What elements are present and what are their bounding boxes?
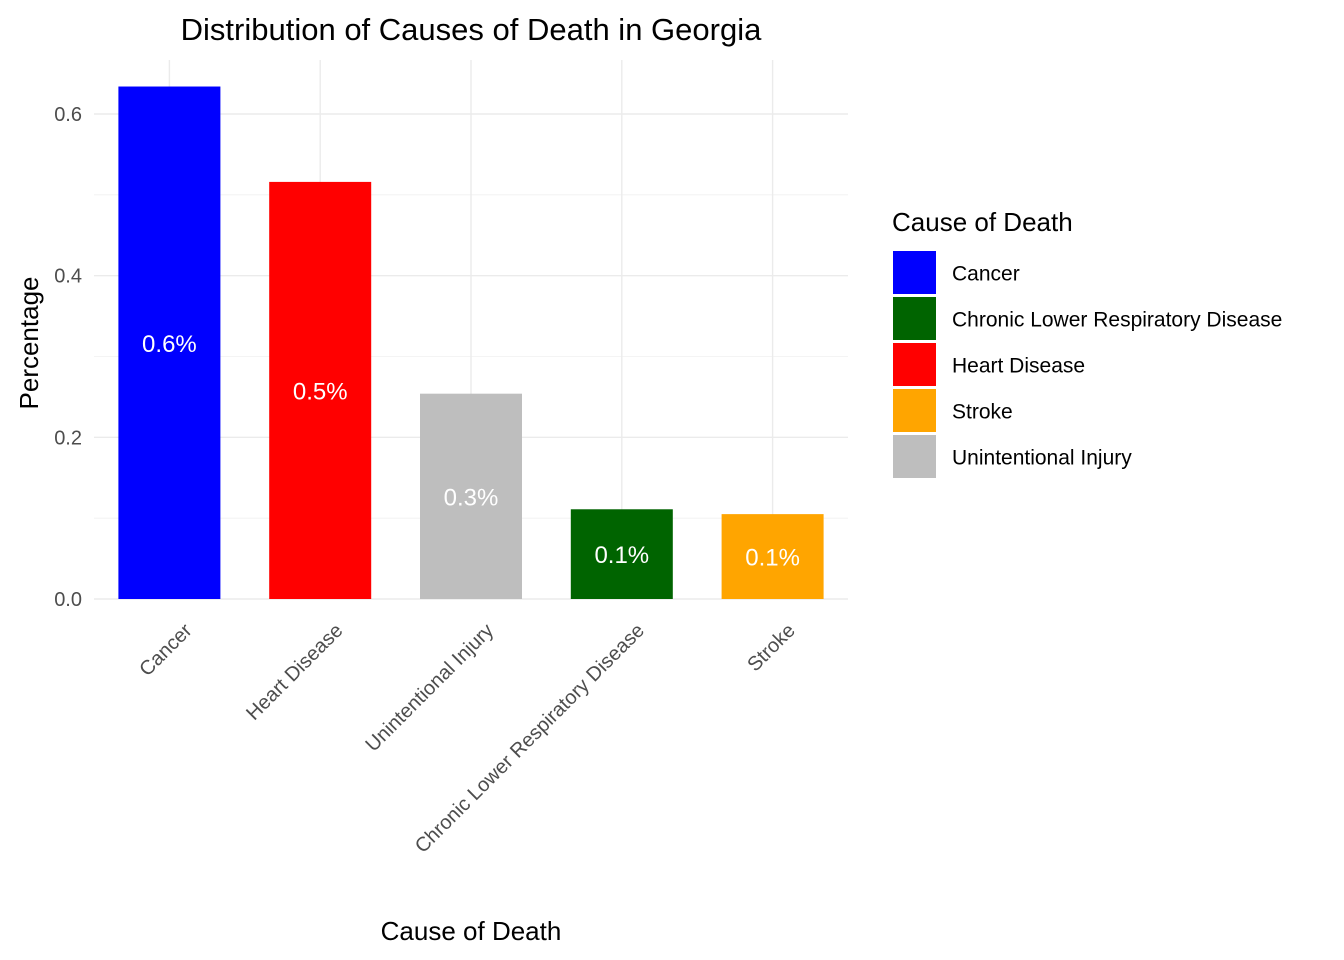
y-tick-label: 0.2 xyxy=(54,427,82,449)
legend-entry-label: Cancer xyxy=(952,263,1020,286)
legend-entry-label: Stroke xyxy=(952,401,1013,424)
legend-swatch xyxy=(893,389,936,432)
legend: Cause of Death Cancer Chronic Lower Respi… xyxy=(892,207,1282,478)
bar-stroke xyxy=(721,514,824,599)
bar-data-label: 0.3% xyxy=(444,484,499,511)
y-axis-title: Percentage xyxy=(14,277,44,410)
bar-data-labels: 0.6% 0.5% 0.3% 0.1% 0.1% xyxy=(142,331,800,572)
bar-chronic-lower-respiratory-disease xyxy=(570,509,673,599)
bar-unintentional-injury xyxy=(420,393,522,599)
legend-swatch xyxy=(893,435,936,478)
x-tick-label: Unintentional Injury xyxy=(362,620,499,757)
bar-heart-disease xyxy=(269,181,372,599)
bar-cancer xyxy=(118,86,221,600)
y-tick-label: 0.0 xyxy=(54,589,82,611)
legend-entry-label: Heart Disease xyxy=(952,355,1085,378)
bar-data-label: 0.1% xyxy=(745,545,800,572)
x-axis-title: Cause of Death xyxy=(381,916,562,946)
x-tick-label: Cancer xyxy=(135,619,196,680)
x-axis-ticks: Cancer Heart Disease Unintentional InjuryC… xyxy=(135,619,799,857)
legend-entry-label: Chronic Lower Respiratory Disease xyxy=(952,309,1282,332)
bar-data-label: 0.6% xyxy=(142,331,197,358)
bar-data-label: 0.1% xyxy=(594,542,649,569)
bars xyxy=(118,86,824,600)
legend-swatch xyxy=(893,297,936,340)
y-tick-label: 0.6 xyxy=(54,104,82,126)
x-tick-label: Heart Disease xyxy=(242,620,347,725)
y-axis-ticks: 0.0 0.2 0.4 0.6 xyxy=(54,104,82,611)
x-tick-label: Stroke xyxy=(743,620,799,676)
legend-entry-label: Unintentional Injury xyxy=(952,447,1132,470)
legend-swatch xyxy=(893,251,936,294)
y-tick-label: 0.4 xyxy=(54,266,82,288)
legend-swatch xyxy=(893,343,936,386)
bar-data-label: 0.5% xyxy=(293,378,348,405)
legend-title: Cause of Death xyxy=(892,207,1073,237)
chart-title: Distribution of Causes of Death in Georg… xyxy=(181,12,762,47)
